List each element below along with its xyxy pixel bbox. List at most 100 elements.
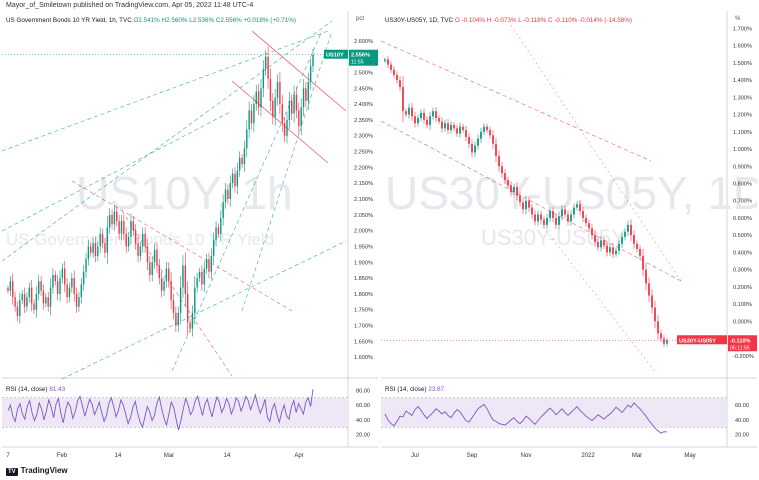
left-candle <box>85 259 87 272</box>
left-candle <box>23 293 26 307</box>
left-rsi-value: 81.43 <box>49 386 66 393</box>
left-ytick-label: 2.200% <box>354 165 373 171</box>
left-candle <box>279 81 281 105</box>
right-ytick-label: 0.400% <box>733 250 752 256</box>
left-candle <box>54 274 56 282</box>
left-price-tag-countdown: 11:55 <box>351 60 364 66</box>
left-candle <box>286 119 288 136</box>
right-ytick-label: 0.900% <box>733 164 752 170</box>
right-price-tag-value: -0.110% <box>730 338 751 344</box>
left-candle <box>163 281 165 291</box>
left-rsi-ytick-label: 80.00 <box>356 388 370 394</box>
left-candle <box>227 189 229 199</box>
right-candle <box>531 207 533 215</box>
left-candle <box>68 287 71 298</box>
left-candle <box>118 221 120 234</box>
right-chart-canvas[interactable]: US30Y-US05Y, 1DUS30Y-US05Y%-0.200%-0.100… <box>380 11 759 460</box>
left-xtick-label: Apr <box>294 453 303 459</box>
left-candle <box>108 214 111 228</box>
right-candle <box>489 130 491 136</box>
publisher-line: Mayor_of_Smiletown published on TradingV… <box>6 2 254 9</box>
left-candle <box>220 217 222 234</box>
left-candle <box>134 230 137 244</box>
left-chart-panel[interactable]: US10Y, 1h US Government Bonds 10 YR Yield… <box>1 11 379 460</box>
left-candle <box>59 278 61 294</box>
right-legend: US30Y-US05Y, 1D, TVC O -0.104% H -0.073%… <box>385 17 632 24</box>
left-axis-title: pct <box>356 16 364 22</box>
tradingview-logo[interactable]: TV TradingView <box>6 466 68 476</box>
left-ytick-label: 1.650% <box>354 339 373 345</box>
right-candle <box>618 243 620 251</box>
right-candle <box>516 186 518 196</box>
right-candle <box>567 214 569 222</box>
right-candle <box>612 247 614 255</box>
right-candle <box>393 69 395 75</box>
left-ytick-label: 2.100% <box>354 197 373 203</box>
left-candle <box>165 268 168 282</box>
right-candle <box>636 243 638 249</box>
left-ytick-label: 2.300% <box>354 134 373 140</box>
right-candle <box>480 131 482 139</box>
right-candle <box>504 173 506 181</box>
right-candle <box>507 180 509 186</box>
left-price-tag-bg <box>349 49 379 66</box>
tradingview-logo-text: TradingView <box>20 466 68 475</box>
left-xtick-label: 14 <box>115 453 122 459</box>
tradingview-logo-icon: TV <box>6 468 18 476</box>
right-symbol-tag: US30Y-US05Y <box>679 338 716 344</box>
left-candle <box>283 123 286 136</box>
left-trend-line <box>121 210 233 377</box>
right-candle <box>453 124 455 129</box>
right-ytick-label: 0.200% <box>733 285 752 291</box>
left-candle <box>52 274 54 288</box>
left-candle <box>255 91 257 105</box>
left-candle <box>106 227 109 253</box>
left-candle <box>123 221 125 234</box>
right-xtick-label: May <box>684 453 695 459</box>
left-xtick-label: 7 <box>6 453 10 459</box>
left-ytick-label: 2.150% <box>354 181 373 187</box>
left-candle <box>312 54 314 67</box>
left-candle <box>274 97 276 117</box>
left-chart-canvas[interactable]: US10Y, 1h US Government Bonds 10 YR Yield… <box>1 11 379 460</box>
right-candle <box>606 245 608 253</box>
right-chart-panel[interactable]: US30Y-US05Y, 1DUS30Y-US05Y%-0.200%-0.100… <box>380 11 759 460</box>
left-candle <box>158 265 161 279</box>
right-candle <box>642 255 644 270</box>
right-candle <box>627 224 629 232</box>
left-candle <box>257 91 260 108</box>
left-candle <box>90 246 92 253</box>
right-candle <box>543 219 545 225</box>
left-candle <box>28 287 30 298</box>
right-candle <box>594 235 596 243</box>
right-candle <box>579 204 581 212</box>
left-ytick-label: 2.350% <box>354 118 373 124</box>
right-candle <box>420 112 422 119</box>
right-candle <box>570 214 572 222</box>
right-ytick-label: 0.300% <box>733 268 752 274</box>
left-ytick-label: 1.950% <box>354 244 373 250</box>
left-candle <box>38 281 40 294</box>
left-candle <box>269 78 272 101</box>
left-candle <box>184 265 187 294</box>
left-candle <box>132 221 135 231</box>
right-candle <box>483 126 485 132</box>
left-trend-line <box>61 240 347 380</box>
right-rsi-legend: RSI (14, close) 23.67 <box>385 386 444 393</box>
left-ytick-label: 1.850% <box>354 276 373 282</box>
left-candle <box>186 293 189 323</box>
left-candle <box>203 268 205 285</box>
left-candle <box>153 249 156 263</box>
right-trend-line <box>380 120 682 282</box>
right-rsi-label: RSI (14, close) <box>385 386 427 393</box>
left-candle <box>267 56 269 79</box>
right-candle <box>549 211 551 218</box>
right-candle <box>492 135 494 144</box>
right-candle <box>564 209 566 215</box>
left-trend-line <box>1 110 233 232</box>
left-ytick-label: 2.450% <box>354 86 373 92</box>
left-ytick-label: 1.900% <box>354 260 373 266</box>
left-candle <box>56 281 59 294</box>
right-candle <box>405 111 407 115</box>
left-candle <box>265 56 267 70</box>
